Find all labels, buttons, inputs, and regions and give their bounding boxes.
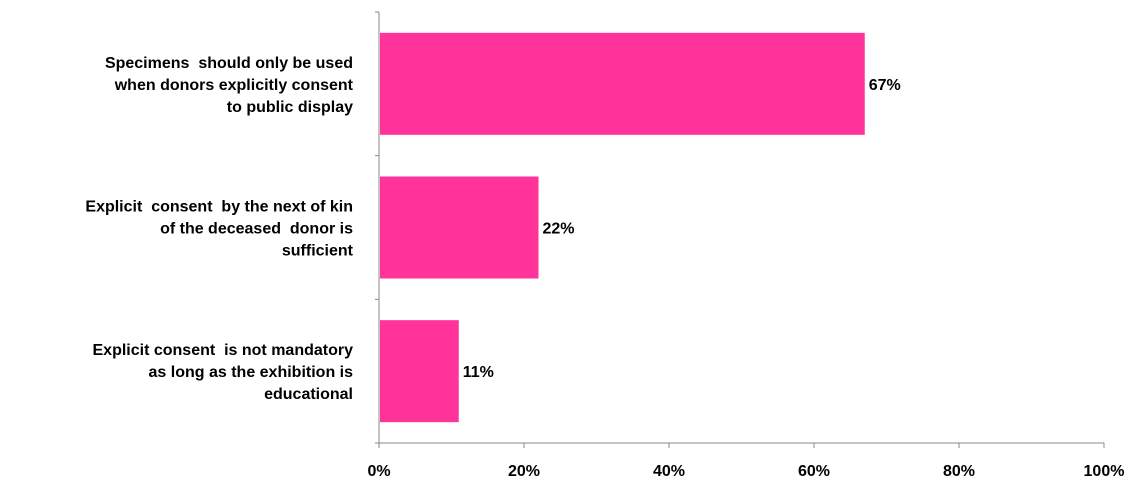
bars-layer [380, 32, 865, 423]
bar-1 [380, 32, 865, 135]
category-label-line: as long as the exhibition is [149, 364, 354, 381]
data-label-1: 67% [869, 77, 901, 94]
x-tick-label: 100% [1084, 463, 1125, 480]
category-label-line: Explicit consent is not mandatory [93, 342, 354, 359]
bar-2 [380, 176, 539, 279]
category-label-2: Explicit consent by the next of kin of th… [85, 199, 353, 260]
x-tick-label: 0% [367, 463, 390, 480]
x-tick-label: 20% [508, 463, 540, 480]
category-label-line: sufficient [282, 243, 354, 260]
data-label-2: 22% [543, 221, 575, 238]
x-tick-label: 40% [653, 463, 685, 480]
labels-layer: 67% Specimens should only be used when don… [85, 55, 900, 403]
category-label-line: to public display [227, 99, 353, 116]
category-label-3: Explicit consent is not mandatory as long… [93, 342, 354, 403]
x-tick-label: 80% [943, 463, 975, 480]
category-label-1: Specimens should only be used when donors… [105, 55, 354, 116]
category-label-line: of the deceased donor is [160, 221, 353, 238]
category-label-line: Specimens should only be used [105, 55, 353, 72]
data-label-3: 11% [463, 364, 494, 381]
x-tick-label: 60% [798, 463, 830, 480]
category-label-line: educational [264, 386, 353, 403]
category-label-line: when donors explicitly consent [114, 77, 354, 94]
bar-3 [380, 320, 459, 423]
category-label-line: Explicit consent by the next of kin [85, 199, 353, 216]
axis-layer: 0% 20% 40% 60% 80% 100% [367, 11, 1125, 480]
